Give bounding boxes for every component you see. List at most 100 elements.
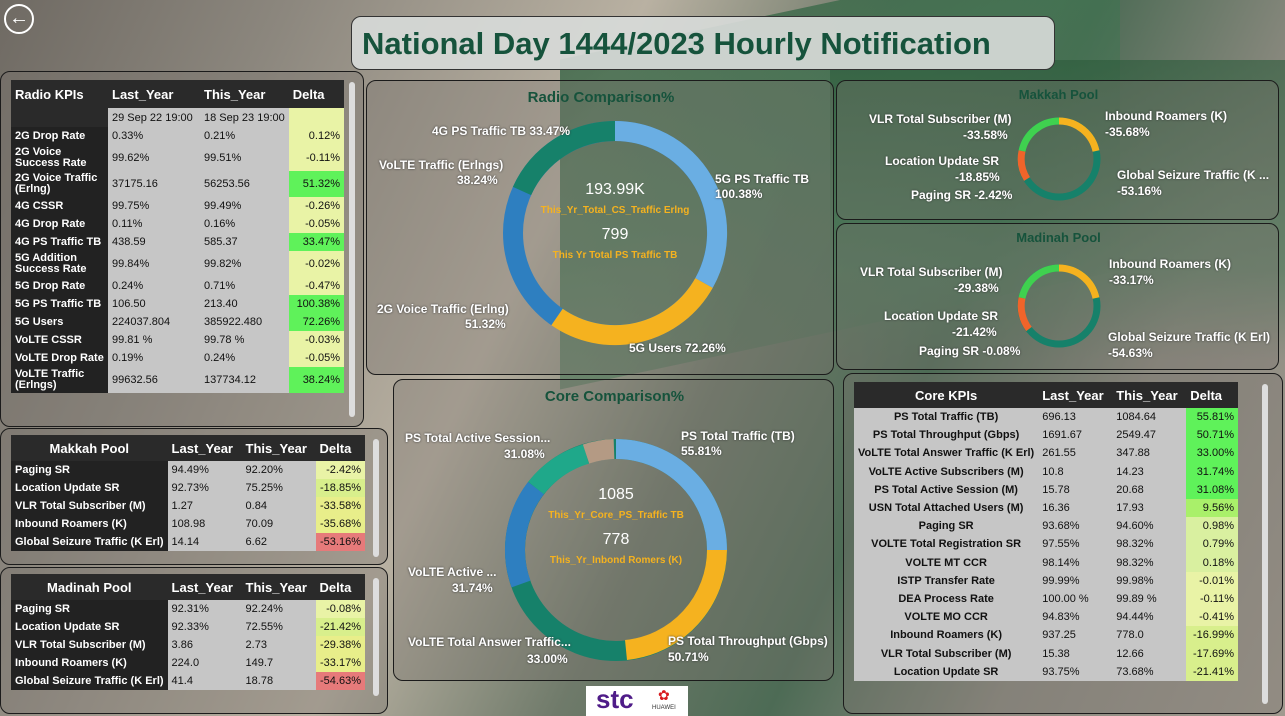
table-row[interactable]: 4G PS Traffic TB 438.59 585.37 33.47% [11, 233, 344, 251]
delta-value: 33.00% [1186, 444, 1238, 462]
table-row[interactable]: Location Update SR 93.75% 73.68% -21.41% [854, 663, 1238, 681]
radio-kpi-panel: Radio KPIs Last_Year This_Year Delta 29 … [0, 71, 364, 427]
table-header-name[interactable]: Core KPIs [854, 382, 1038, 408]
kpi-name: 4G PS Traffic TB [11, 233, 108, 251]
col-this-year[interactable]: This_Year [200, 80, 289, 108]
table-row[interactable]: VLR Total Subscriber (M) 15.38 12.66 -17.69… [854, 644, 1238, 662]
table-row[interactable]: 4G CSSR 99.75% 99.49% -0.26% [11, 197, 344, 215]
table-row[interactable]: PS Total Throughput (Gbps) 1691.67 2549.47… [854, 426, 1238, 444]
table-row[interactable]: Inbound Roamers (K) 937.25 778.0 -16.99% [854, 626, 1238, 644]
slice-inbound[interactable] [1059, 268, 1096, 298]
last-year-value: 94.49% [168, 461, 242, 479]
col-last-year[interactable]: Last_Year [168, 574, 242, 600]
slice-5g-users[interactable] [557, 283, 704, 335]
table-row[interactable]: Global Seizure Traffic (K Erl) 14.14 6.62-… [11, 533, 365, 551]
mk-global: Global Seizure Traffic (K ... [1117, 168, 1269, 183]
table-row[interactable]: VoLTE Traffic (Erlngs) 99632.56 137734.12 3… [11, 367, 344, 393]
col-last-year[interactable]: Last_Year [168, 435, 242, 461]
scrollbar[interactable] [373, 439, 379, 557]
table-row[interactable]: USN Total Attached Users (M) 16.36 17.93 9.… [854, 499, 1238, 517]
table-row[interactable]: 5G Addition Success Rate 99.84% 99.82% -0.0… [11, 251, 344, 277]
table-header-name[interactable]: Madinah Pool [11, 574, 168, 600]
table-row[interactable]: 5G PS Traffic TB 106.50 213.40 100.38% [11, 295, 344, 313]
table-header-name[interactable]: Makkah Pool [11, 435, 168, 461]
col-delta[interactable]: Delta [316, 574, 365, 600]
this-year-value: 98.32% [1112, 535, 1186, 553]
col-this-year[interactable]: This_Year [242, 574, 316, 600]
scrollbar[interactable] [349, 82, 355, 417]
table-row[interactable]: VOLTE MT CCR 98.14% 98.32% 0.18% [854, 554, 1238, 572]
table-row[interactable]: Global Seizure Traffic (K Erl) 41.4 18.78-… [11, 672, 365, 690]
col-this-year[interactable]: This_Year [1112, 382, 1186, 408]
table-row[interactable]: Location Update SR 92.33% 72.55% -21.42% [11, 618, 365, 636]
last-year-value: 3.86 [168, 636, 242, 654]
table-row[interactable]: VoLTE Drop Rate 0.19% 0.24% -0.05% [11, 349, 344, 367]
col-radio-kpis[interactable]: Radio KPIs [11, 80, 108, 108]
table-row[interactable]: DEA Process Rate 100.00 % 99.89 % -0.11% [854, 590, 1238, 608]
table-row[interactable]: VLR Total Subscriber (M) 1.27 0.84 -33.58% [11, 497, 365, 515]
col-this-year[interactable]: This_Year [242, 435, 316, 461]
table-row[interactable]: Inbound Roamers (K) 224.0 149.7 -33.17% [11, 654, 365, 672]
col-last-year[interactable]: Last_Year [108, 80, 200, 108]
last-year-value: 0.11% [108, 215, 200, 233]
slice-location[interactable] [1021, 151, 1027, 179]
col-delta[interactable]: Delta [1186, 382, 1238, 408]
delta-value: 33.47% [289, 233, 344, 251]
slice-vlr[interactable] [1022, 121, 1059, 151]
table-row[interactable]: Paging SR 92.31% 92.24% -0.08% [11, 600, 365, 618]
last-year-value: 696.13 [1038, 408, 1112, 426]
this-year-value: 75.25% [242, 479, 316, 497]
makkah-donut-chart[interactable] [837, 81, 1279, 220]
table-row[interactable]: VoLTE Total Answer Traffic (K Erl) 261.55… [854, 444, 1238, 462]
mk-location: Location Update SR [885, 154, 999, 169]
table-row[interactable]: 5G Users 224037.804 385922.480 72.26% [11, 313, 344, 331]
slice-vlr[interactable] [1022, 268, 1059, 298]
table-row[interactable]: 2G Voice Success Rate 99.62% 99.51% -0.11% [11, 145, 344, 171]
table-row[interactable]: Paging SR 93.68% 94.60% 0.98% [854, 517, 1238, 535]
table-row[interactable]: 5G Drop Rate 0.24% 0.71% -0.47% [11, 277, 344, 295]
delta-value: 31.74% [1186, 463, 1238, 481]
table-row[interactable]: VoLTE Active Subscribers (M) 10.8 14.23 31.… [854, 463, 1238, 481]
delta-value: 0.18% [1186, 554, 1238, 572]
col-delta[interactable]: Delta [316, 435, 365, 461]
table-row[interactable]: ISTP Transfer Rate 99.99% 99.98% -0.01% [854, 572, 1238, 590]
label-ps-traffic-pct: 55.81% [681, 444, 722, 459]
this-year-value: 92.20% [242, 461, 316, 479]
delta-value: -17.69% [1186, 644, 1238, 662]
table-row[interactable]: VoLTE CSSR 99.81 % 99.78 % -0.03% [11, 331, 344, 349]
makkah-pool-panel: Makkah Pool Last_Year This_Year Delta Paging… [0, 428, 388, 565]
table-row[interactable]: PS Total Active Session (M) 15.78 20.68 31.… [854, 481, 1238, 499]
slice-other[interactable] [586, 449, 614, 454]
this-year-value: 20.68 [1112, 481, 1186, 499]
this-year-value: 98.32% [1112, 554, 1186, 572]
last-year-value: 0.24% [108, 277, 200, 295]
delta-value: -0.26% [289, 197, 344, 215]
table-row[interactable]: 4G Drop Rate 0.11% 0.16% -0.05% [11, 215, 344, 233]
last-year-value: 41.4 [168, 672, 242, 690]
table-row[interactable]: Inbound Roamers (K) 108.98 70.09 -35.68% [11, 515, 365, 533]
col-last-year[interactable]: Last_Year [1038, 382, 1112, 408]
last-year-value: 106.50 [108, 295, 200, 313]
delta-value: -0.05% [289, 349, 344, 367]
table-row[interactable]: Paging SR 94.49% 92.20% -2.42% [11, 461, 365, 479]
scrollbar[interactable] [373, 578, 379, 696]
table-row[interactable]: 2G Drop Rate 0.33% 0.21% 0.12% [11, 127, 344, 145]
col-delta[interactable]: Delta [289, 80, 344, 108]
back-arrow-icon[interactable]: ← [4, 4, 34, 34]
title-box: National Day 1444/2023 Hourly Notificati… [351, 16, 1055, 70]
kpi-name: VOLTE MO CCR [854, 608, 1038, 626]
madinah-donut-chart[interactable] [837, 224, 1279, 370]
table-row[interactable]: VOLTE Total Registration SR 97.55% 98.32% 0… [854, 535, 1238, 553]
label-5g-users: 5G Users 72.26% [629, 341, 726, 356]
radio-cs-traffic-label: This_Yr_Total_CS_Traffic Erlng [515, 205, 715, 216]
scrollbar[interactable] [1262, 384, 1268, 704]
table-row[interactable]: 2G Voice Traffic (Erlng) 37175.16 56253.56… [11, 171, 344, 197]
slice-location[interactable] [1021, 298, 1029, 329]
this-year-value: 56253.56 [200, 171, 289, 197]
table-row[interactable]: Location Update SR 92.73% 75.25% -18.85% [11, 479, 365, 497]
slice-inbound[interactable] [1059, 121, 1096, 151]
table-row[interactable]: PS Total Traffic (TB) 696.13 1084.64 55.81% [854, 408, 1238, 426]
delta-value: 38.24% [289, 367, 344, 393]
table-row[interactable]: VOLTE MO CCR 94.83% 94.44% -0.41% [854, 608, 1238, 626]
table-row[interactable]: VLR Total Subscriber (M) 3.86 2.73 -29.38% [11, 636, 365, 654]
